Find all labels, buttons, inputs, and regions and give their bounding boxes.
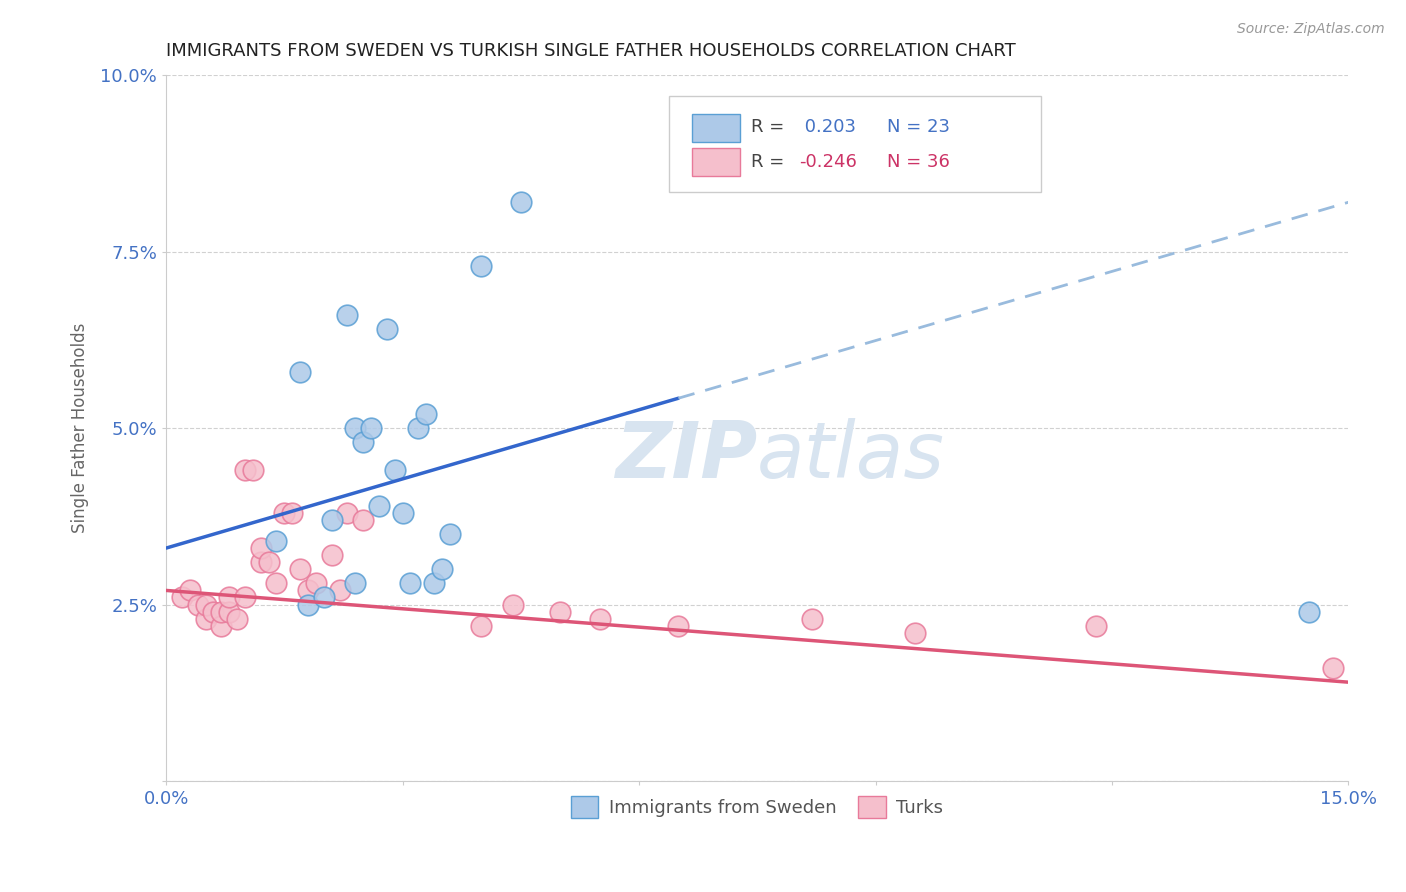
Point xyxy=(399,576,422,591)
Text: -0.246: -0.246 xyxy=(799,153,856,171)
Bar xyxy=(692,114,740,142)
Point xyxy=(194,612,217,626)
Point xyxy=(273,506,295,520)
Text: 0.203: 0.203 xyxy=(799,118,856,136)
Text: R =: R = xyxy=(751,153,785,171)
Point xyxy=(202,605,225,619)
Point xyxy=(336,506,359,520)
Point xyxy=(281,506,304,520)
Point xyxy=(336,308,359,322)
Point xyxy=(470,618,492,632)
Point xyxy=(312,591,335,605)
Point xyxy=(288,365,311,379)
Point xyxy=(430,562,453,576)
Point xyxy=(194,598,217,612)
Point xyxy=(408,421,430,435)
Text: atlas: atlas xyxy=(758,418,945,494)
Point xyxy=(218,605,240,619)
Point xyxy=(321,548,343,562)
Point xyxy=(242,463,264,477)
Text: R =: R = xyxy=(751,118,785,136)
Point xyxy=(344,576,367,591)
Point xyxy=(209,618,232,632)
Legend: Immigrants from Sweden, Turks: Immigrants from Sweden, Turks xyxy=(564,789,950,825)
Bar xyxy=(692,148,740,176)
Point xyxy=(502,598,524,612)
FancyBboxPatch shape xyxy=(669,96,1040,192)
Point xyxy=(1298,605,1320,619)
Point xyxy=(352,435,374,450)
Point xyxy=(266,576,288,591)
Point xyxy=(328,583,350,598)
Point xyxy=(509,195,531,210)
Point xyxy=(249,555,271,569)
Text: IMMIGRANTS FROM SWEDEN VS TURKISH SINGLE FATHER HOUSEHOLDS CORRELATION CHART: IMMIGRANTS FROM SWEDEN VS TURKISH SINGLE… xyxy=(166,42,1017,60)
Point xyxy=(233,591,256,605)
Point xyxy=(170,591,193,605)
Text: ZIP: ZIP xyxy=(614,418,758,494)
Text: N = 23: N = 23 xyxy=(887,118,950,136)
Point xyxy=(297,598,319,612)
Point xyxy=(384,463,406,477)
Point xyxy=(209,605,232,619)
Y-axis label: Single Father Households: Single Father Households xyxy=(72,323,89,533)
Point xyxy=(297,583,319,598)
Point xyxy=(375,322,398,336)
Point xyxy=(439,527,461,541)
Point xyxy=(321,513,343,527)
Text: N = 36: N = 36 xyxy=(887,153,950,171)
Point xyxy=(1322,661,1344,675)
Point xyxy=(179,583,201,598)
Point xyxy=(266,534,288,549)
Text: Source: ZipAtlas.com: Source: ZipAtlas.com xyxy=(1237,22,1385,37)
Point xyxy=(233,463,256,477)
Point xyxy=(352,513,374,527)
Point xyxy=(187,598,209,612)
Point xyxy=(470,259,492,273)
Point xyxy=(391,506,413,520)
Point xyxy=(423,576,446,591)
Point xyxy=(305,576,328,591)
Point xyxy=(344,421,367,435)
Point xyxy=(668,618,690,632)
Point xyxy=(548,605,571,619)
Point xyxy=(588,612,610,626)
Point xyxy=(415,407,437,421)
Point xyxy=(1085,618,1108,632)
Point xyxy=(249,541,271,555)
Point xyxy=(288,562,311,576)
Point xyxy=(257,555,280,569)
Point xyxy=(360,421,382,435)
Point xyxy=(218,591,240,605)
Point xyxy=(368,499,391,513)
Point xyxy=(226,612,249,626)
Point xyxy=(801,612,824,626)
Point xyxy=(904,625,927,640)
